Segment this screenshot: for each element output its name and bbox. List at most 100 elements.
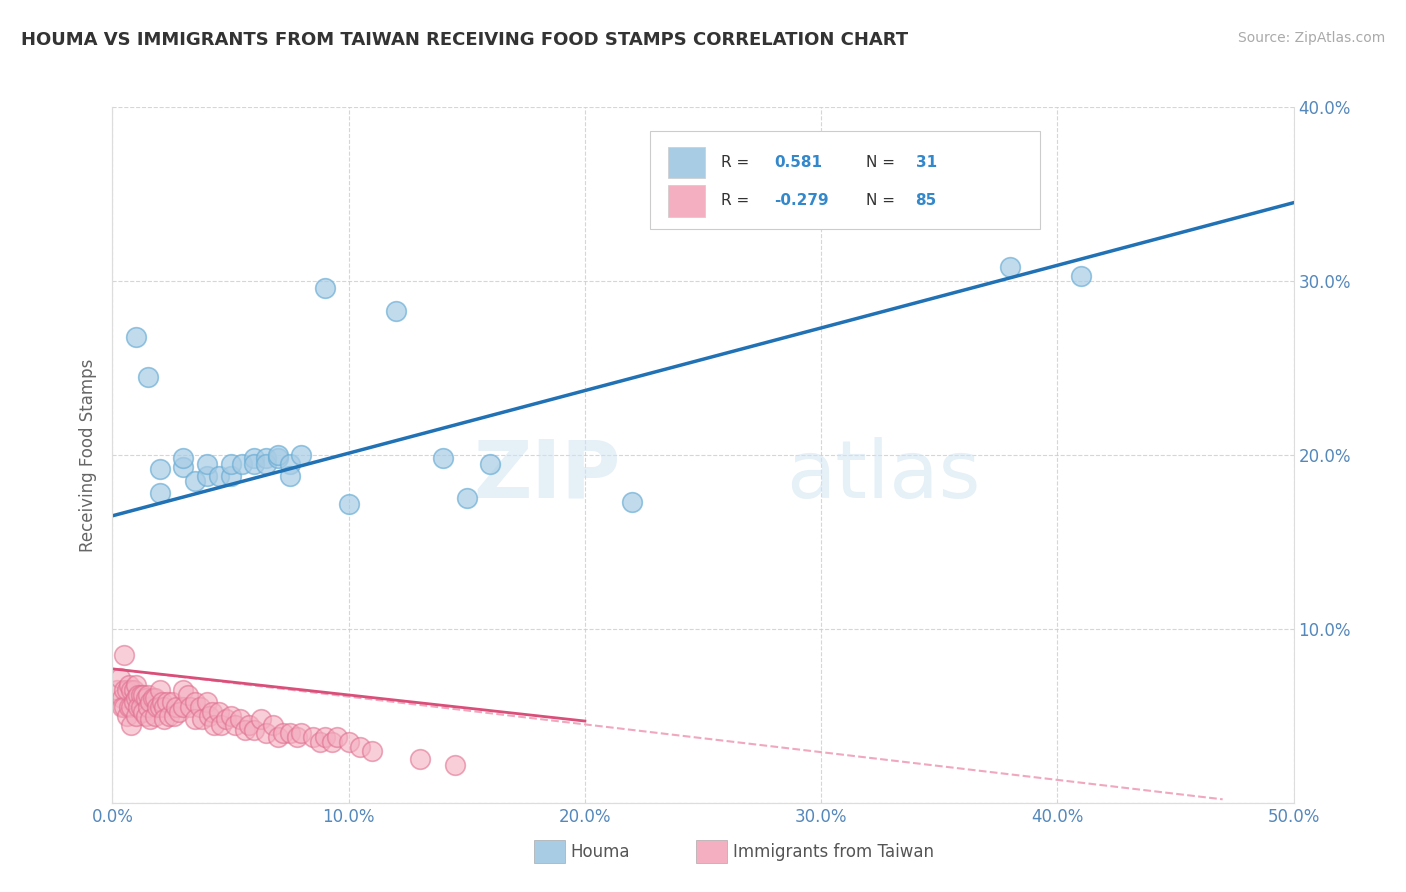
Point xyxy=(135,691,157,706)
Point xyxy=(219,457,242,471)
Point xyxy=(250,712,273,726)
Point xyxy=(224,717,246,731)
Point xyxy=(254,457,277,471)
Point xyxy=(111,700,134,714)
Point xyxy=(243,451,266,466)
Point xyxy=(479,457,502,471)
Point xyxy=(146,700,169,714)
Point xyxy=(122,695,145,709)
Point xyxy=(201,706,224,720)
Point xyxy=(229,712,252,726)
Point xyxy=(135,708,157,723)
Point xyxy=(254,726,277,740)
Point xyxy=(278,726,301,740)
Point xyxy=(120,717,142,731)
Point xyxy=(120,700,142,714)
Point xyxy=(105,682,128,697)
Point xyxy=(202,717,225,731)
Point xyxy=(172,682,194,697)
Point xyxy=(122,682,145,697)
Point xyxy=(290,448,312,462)
Point xyxy=(271,726,294,740)
Point xyxy=(142,691,165,706)
Point xyxy=(432,451,454,466)
Point xyxy=(139,695,162,709)
Point xyxy=(254,451,277,466)
Point xyxy=(111,691,134,706)
Point xyxy=(112,648,135,662)
Point xyxy=(198,708,221,723)
Point xyxy=(243,457,266,471)
Point xyxy=(149,486,172,500)
Point xyxy=(163,708,186,723)
Point xyxy=(132,706,155,720)
Point xyxy=(157,708,180,723)
Point xyxy=(267,448,290,462)
Point xyxy=(621,495,644,509)
Text: atlas: atlas xyxy=(786,437,980,515)
Point xyxy=(456,491,478,506)
Text: N =: N = xyxy=(866,155,900,170)
Point xyxy=(285,730,308,744)
Text: R =: R = xyxy=(721,155,754,170)
Point xyxy=(125,329,148,343)
Point xyxy=(238,717,260,731)
Point xyxy=(172,451,194,466)
Point xyxy=(184,712,207,726)
Point xyxy=(195,468,218,483)
Point xyxy=(160,695,183,709)
Point xyxy=(139,712,162,726)
Point xyxy=(219,468,242,483)
Point xyxy=(321,735,343,749)
Point xyxy=(290,726,312,740)
Point xyxy=(184,695,207,709)
Point xyxy=(125,708,148,723)
Point xyxy=(337,497,360,511)
Y-axis label: Receiving Food Stamps: Receiving Food Stamps xyxy=(79,359,97,551)
Point xyxy=(118,700,141,714)
Point xyxy=(153,712,176,726)
Text: Source: ZipAtlas.com: Source: ZipAtlas.com xyxy=(1237,31,1385,45)
Text: N =: N = xyxy=(866,194,900,209)
Point xyxy=(179,700,201,714)
Point xyxy=(267,451,290,466)
Point xyxy=(165,700,187,714)
Point xyxy=(132,688,155,702)
Point xyxy=(215,712,238,726)
Point xyxy=(143,691,166,706)
Point xyxy=(149,700,172,714)
Point xyxy=(337,735,360,749)
Point xyxy=(361,744,384,758)
Point xyxy=(998,260,1021,274)
Text: Immigrants from Taiwan: Immigrants from Taiwan xyxy=(733,843,934,861)
Text: Houma: Houma xyxy=(571,843,630,861)
Point xyxy=(143,708,166,723)
Point xyxy=(112,700,135,714)
FancyBboxPatch shape xyxy=(668,186,706,217)
Point xyxy=(118,677,141,691)
Point xyxy=(172,460,194,475)
Point xyxy=(125,677,148,691)
FancyBboxPatch shape xyxy=(668,147,706,178)
Text: 85: 85 xyxy=(915,194,936,209)
Point xyxy=(385,303,408,318)
Point xyxy=(326,730,349,744)
Point xyxy=(184,474,207,488)
Point xyxy=(136,369,159,384)
Point xyxy=(408,752,430,766)
Point xyxy=(108,671,131,685)
Point xyxy=(125,691,148,706)
Point xyxy=(115,682,138,697)
Point xyxy=(195,457,218,471)
Point xyxy=(188,700,211,714)
Text: 0.581: 0.581 xyxy=(773,155,823,170)
Point xyxy=(172,700,194,714)
Point xyxy=(302,730,325,744)
Point xyxy=(231,457,253,471)
Point xyxy=(314,281,336,295)
Point xyxy=(309,735,332,749)
Point xyxy=(112,682,135,697)
Point xyxy=(136,700,159,714)
Point xyxy=(208,706,231,720)
Text: HOUMA VS IMMIGRANTS FROM TAIWAN RECEIVING FOOD STAMPS CORRELATION CHART: HOUMA VS IMMIGRANTS FROM TAIWAN RECEIVIN… xyxy=(21,31,908,49)
